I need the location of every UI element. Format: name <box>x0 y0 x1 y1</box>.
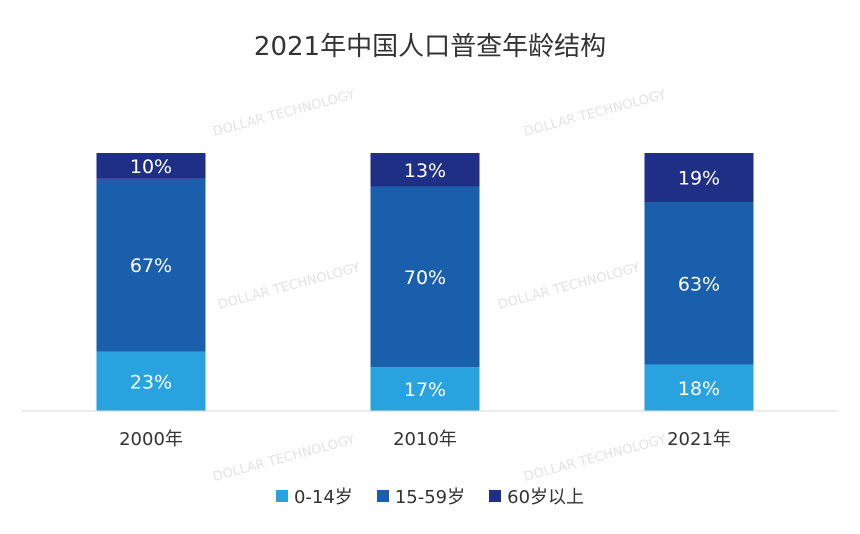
legend-item-0-14: 0-14岁 <box>275 483 353 509</box>
x-axis-labels: 2000年 2010年 2021年 <box>119 429 731 450</box>
watermark-text-4: DOLLAR TECHNOLOGY <box>211 432 356 484</box>
bar-0-series-1 <box>96 178 206 352</box>
data-label-1-series-1: 70% <box>404 267 446 289</box>
bar-1-series-0 <box>370 367 480 411</box>
chart-title: 2021年中国人口普查年龄结构 <box>253 32 607 62</box>
watermark-text-1: DOLLAR TECHNOLOGY <box>522 87 667 139</box>
bar-0-series-2 <box>96 153 206 179</box>
bar-2-series-2 <box>644 153 754 203</box>
watermark-text-0: DOLLAR TECHNOLOGY <box>211 87 356 139</box>
x-tick-label-0: 2000年 <box>119 429 183 450</box>
watermark-text-3: DOLLAR TECHNOLOGY <box>496 260 641 312</box>
legend: 0-14岁 15-59岁 60岁以上 <box>0 483 860 509</box>
watermark-text-5: DOLLAR TECHNOLOGY <box>522 432 667 484</box>
data-label-0-series-2: 10% <box>130 156 172 178</box>
data-label-2-series-1: 63% <box>678 273 720 295</box>
legend-item-60-plus: 60岁以上 <box>489 483 584 509</box>
bar-2-series-1 <box>644 202 754 365</box>
legend-item-15-59: 15-59岁 <box>376 483 466 509</box>
bar-2-series-0 <box>644 364 754 411</box>
legend-swatch-60-plus <box>489 490 502 502</box>
data-label-1-series-0: 17% <box>404 379 446 401</box>
data-label-1-series-2: 13% <box>404 160 446 182</box>
legend-swatch-15-59 <box>376 490 389 502</box>
bars-layer: 23% 67% 10% 17% 70% 13% 18% 63% 19% <box>96 153 754 411</box>
legend-label-60-plus: 60岁以上 <box>507 487 585 508</box>
legend-label-0-14: 0-14岁 <box>293 487 353 508</box>
legend-label-15-59: 15-59岁 <box>394 487 466 508</box>
data-label-0-series-0: 23% <box>130 371 172 393</box>
x-tick-label-2: 2021年 <box>667 429 731 450</box>
legend-swatch-0-14 <box>275 490 288 502</box>
data-label-0-series-1: 67% <box>130 255 172 277</box>
bar-1-series-1 <box>370 186 480 368</box>
data-label-2-series-0: 18% <box>678 378 720 400</box>
data-label-2-series-2: 19% <box>678 168 720 190</box>
bar-1-series-2 <box>370 153 480 187</box>
bar-0-series-0 <box>96 351 206 411</box>
watermark-text-2: DOLLAR TECHNOLOGY <box>216 260 361 312</box>
x-tick-label-1: 2010年 <box>393 429 457 450</box>
